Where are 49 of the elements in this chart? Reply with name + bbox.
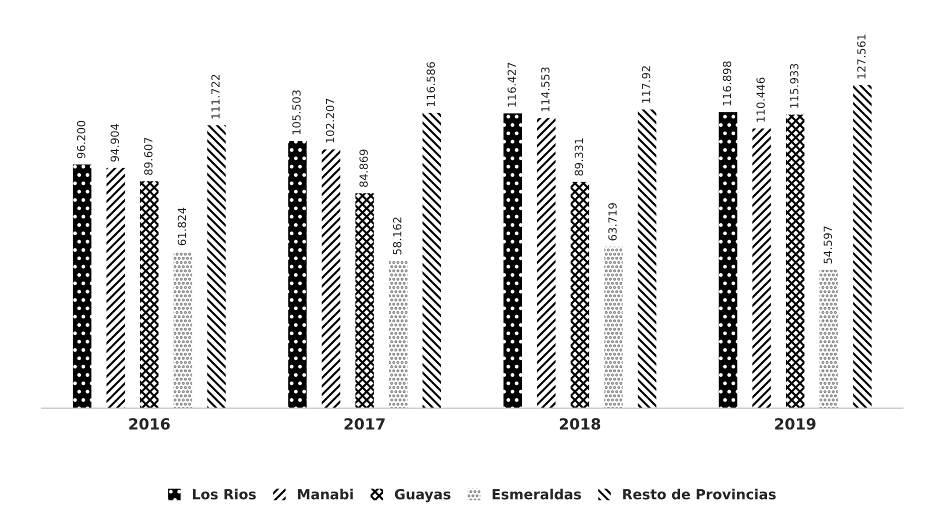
x-tick-label: 2017 — [344, 418, 385, 430]
bar — [322, 149, 340, 408]
legend-label: Guayas — [394, 488, 450, 502]
bar — [604, 246, 623, 408]
data-label: 84.869 — [359, 150, 368, 187]
bar — [422, 112, 442, 408]
bar — [537, 118, 556, 408]
bar — [752, 128, 771, 408]
bar — [355, 193, 374, 408]
legend-label: Manabi — [298, 488, 353, 500]
data-label: 89.607 — [144, 138, 153, 175]
x-tick-label: 2019 — [775, 418, 816, 430]
data-label: 58.162 — [393, 218, 402, 254]
data-label: 110.446 — [756, 78, 765, 122]
bar — [718, 112, 738, 408]
bar — [388, 260, 408, 408]
data-label: 115.933 — [790, 64, 798, 108]
legend-label: Esmeraldas — [492, 488, 581, 500]
data-label: 96.200 — [76, 120, 86, 158]
bar — [72, 164, 92, 408]
data-label: 127.561 — [857, 34, 866, 78]
data-label: 54.597 — [824, 226, 832, 264]
data-label: 116.586 — [426, 62, 436, 106]
bar — [786, 114, 804, 408]
x-tick-label: 2018 — [560, 418, 600, 430]
bar — [638, 110, 656, 408]
legend-label: Resto de Provincias — [623, 488, 776, 500]
data-label: 63.719 — [608, 203, 617, 240]
bar — [207, 125, 226, 408]
data-label: 61.824 — [178, 208, 186, 246]
bar — [106, 168, 125, 408]
data-label: 114.553 — [541, 67, 550, 112]
data-label: 111.722 — [211, 74, 220, 118]
data-label: 102.207 — [326, 98, 334, 143]
legend-label: Los Rios — [193, 488, 256, 500]
bar — [140, 181, 159, 408]
bar — [174, 252, 192, 408]
data-label: 105.503 — [292, 90, 301, 134]
x-tick-label: 2016 — [129, 418, 170, 430]
data-label: 89.331 — [574, 138, 584, 176]
bar — [570, 182, 590, 408]
data-label: 117.92 — [642, 66, 650, 103]
data-label: 116.898 — [722, 61, 732, 106]
data-label: 116.427 — [508, 62, 516, 107]
bar — [820, 270, 838, 408]
bar — [288, 140, 307, 408]
bar — [504, 113, 522, 408]
bar — [853, 85, 872, 408]
data-label: 94.904 — [110, 124, 119, 162]
